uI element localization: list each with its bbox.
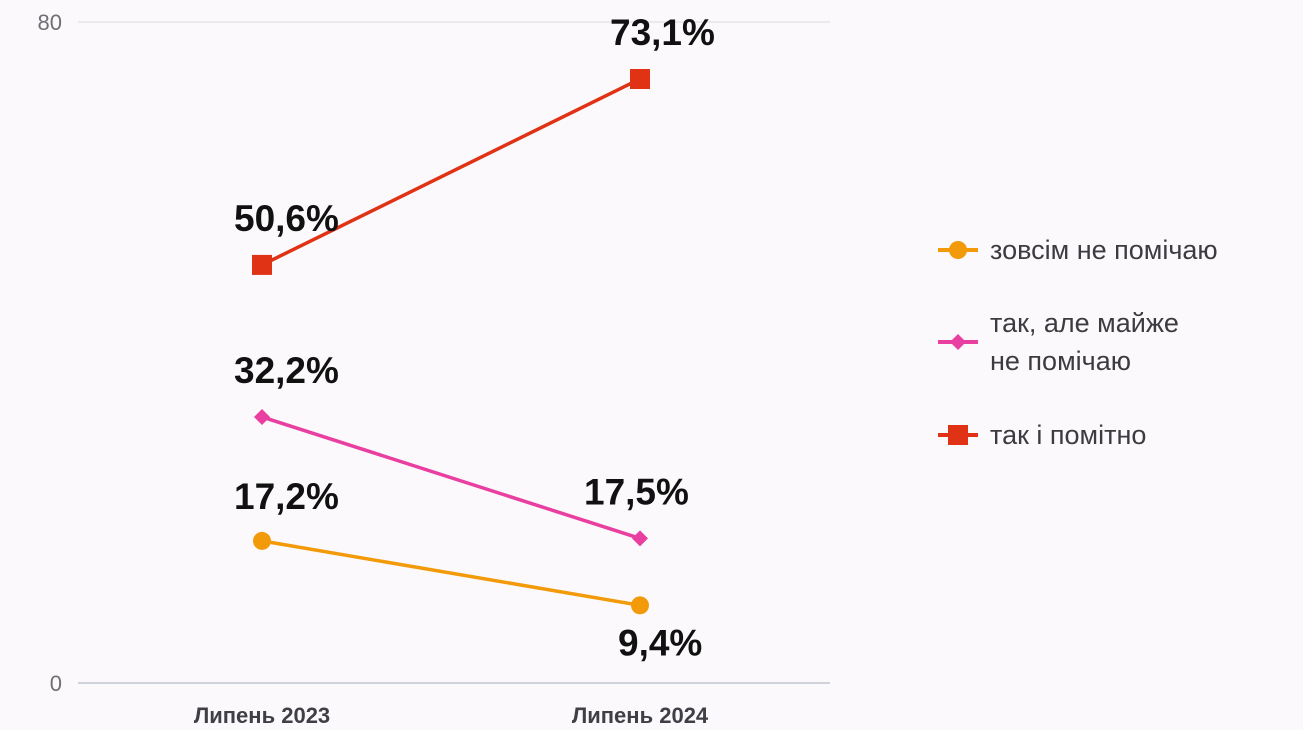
legend-label: зовсім не помічаю [990,235,1218,265]
data-label: 73,1% [610,12,715,53]
legend-label: не помічаю [990,346,1131,376]
series-line [261,415,641,541]
data-point [630,69,650,90]
data-point [949,241,967,259]
y-tick-label: 0 [50,671,62,696]
legend: зовсім не помічаю так, але майже не поміча… [938,235,1218,450]
data-point [253,531,271,550]
data-point [254,408,270,425]
data-label: 17,2% [234,476,339,517]
y-tick-label: 80 [38,10,62,35]
series-layer [252,69,650,615]
legend-item: так, але майже не помічаю [938,308,1179,376]
series-line [261,77,641,267]
legend-item: так і помітно [938,420,1146,450]
grid-layer: 80 0 Липень 2023 Липень 2024 [38,10,830,728]
data-point [950,334,966,350]
data-point [252,254,272,275]
legend-label: так і помітно [990,420,1146,450]
data-point [631,596,649,615]
data-label: 50,6% [234,198,339,239]
legend-item: зовсім не помічаю [938,235,1218,265]
legend-label: так, але майже [990,308,1179,338]
data-label: 32,2% [234,350,339,391]
labels-layer: 17,2% 9,4% 32,2% 17,5% 50,6% 73,1% [234,12,715,663]
series-line [261,539,641,608]
data-label: 9,4% [618,622,702,663]
data-point [632,530,648,547]
data-label: 17,5% [584,471,689,512]
x-tick-label: Липень 2023 [194,703,330,728]
x-tick-label: Липень 2024 [572,703,709,728]
data-point [948,425,968,445]
